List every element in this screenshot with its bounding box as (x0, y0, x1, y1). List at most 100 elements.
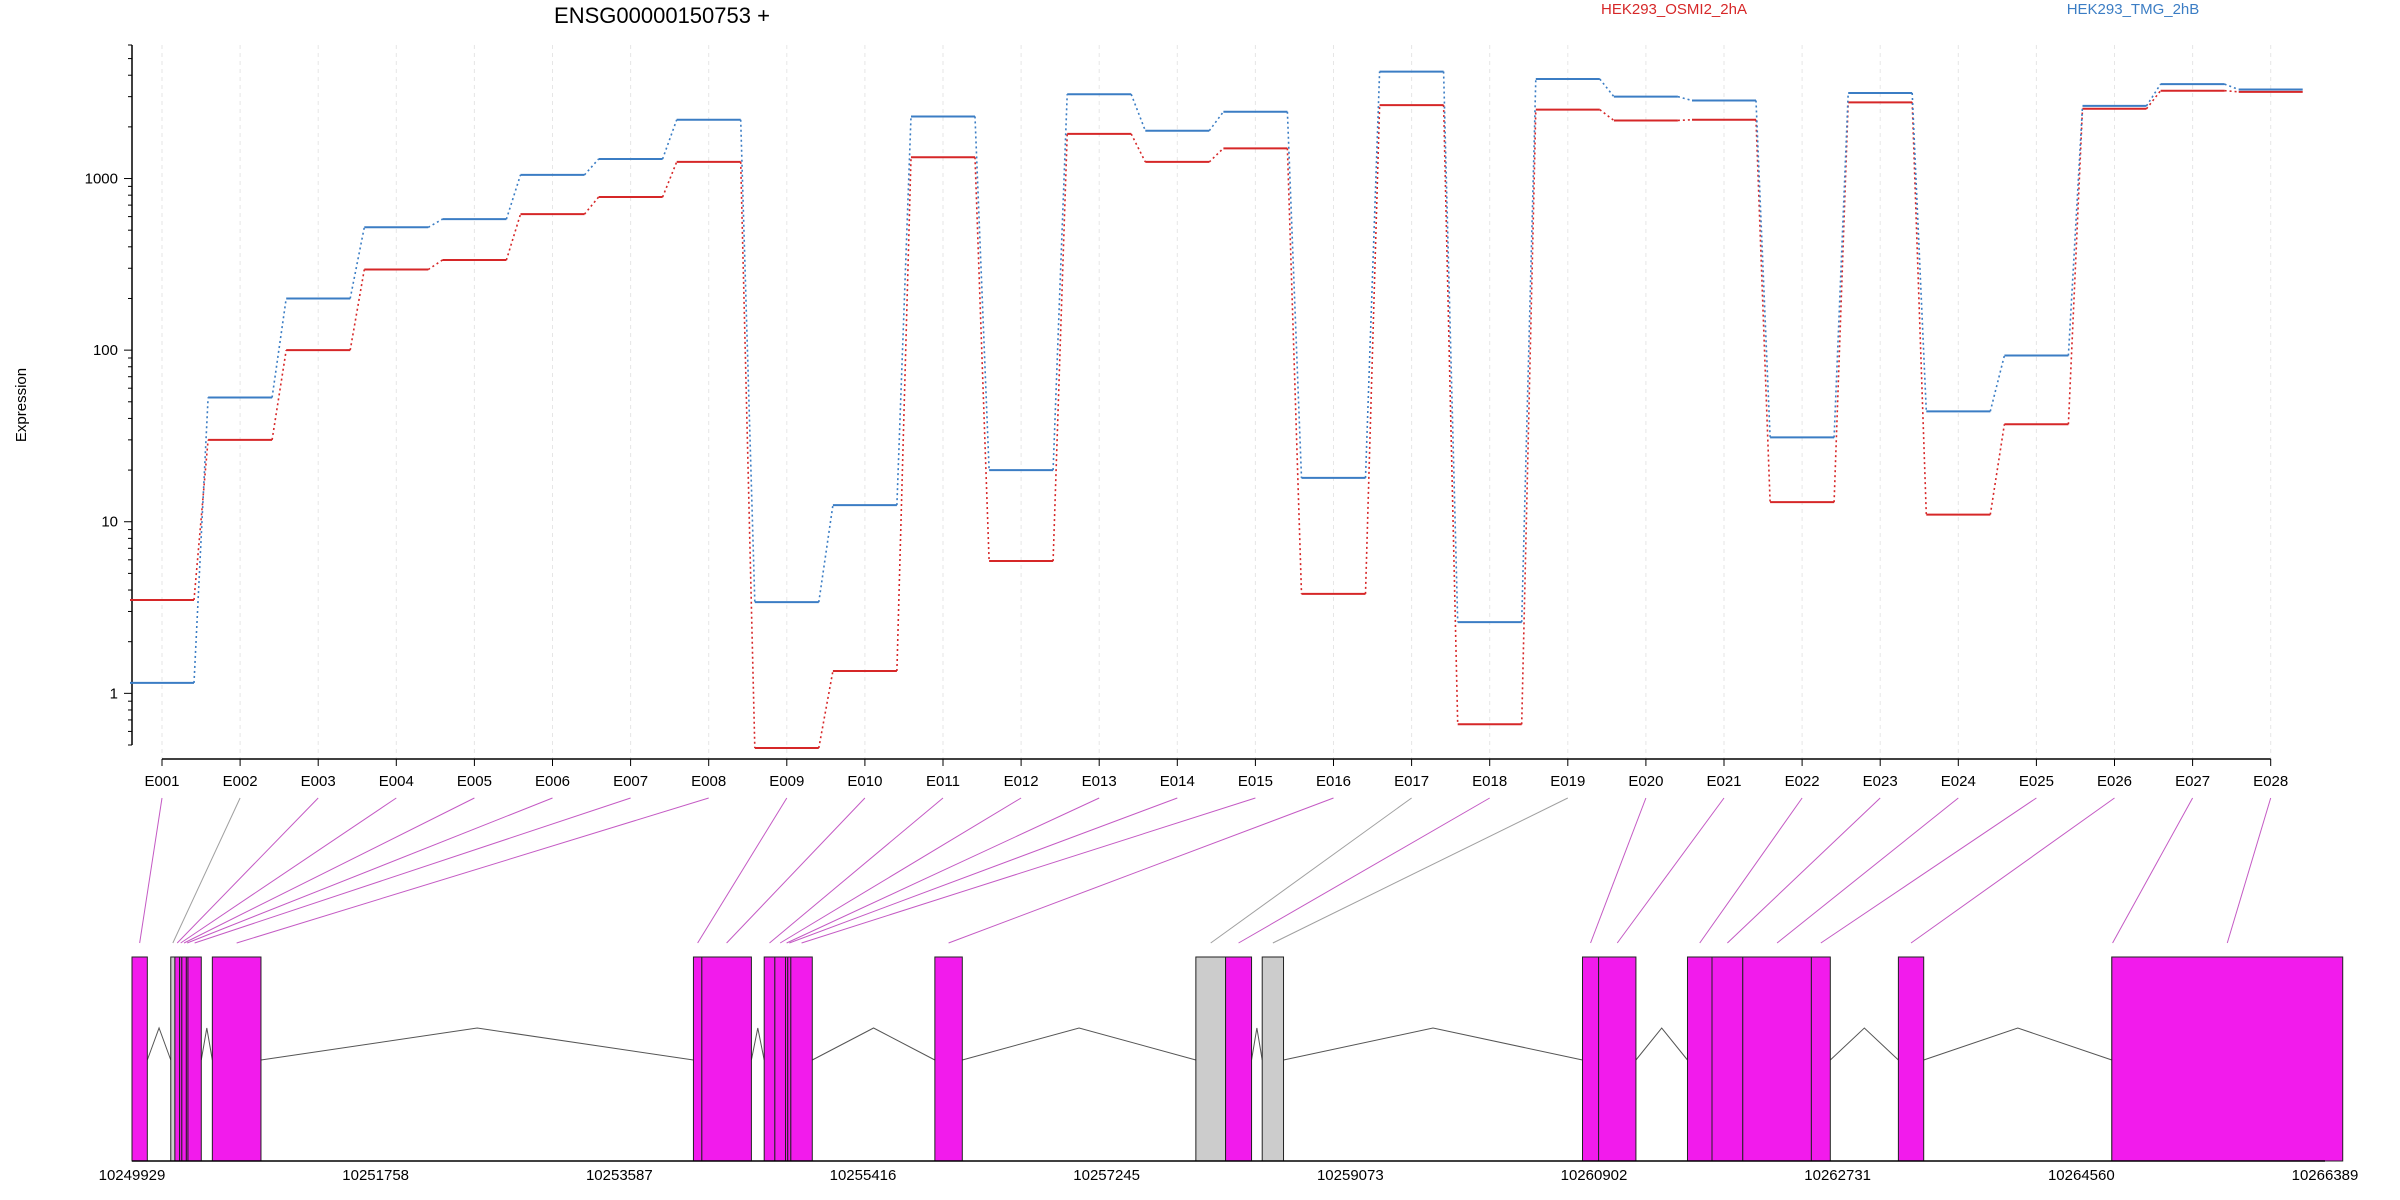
exon-box-E018 (1225, 956, 1253, 1162)
x-tick-label: E019 (1550, 773, 1585, 790)
connector-E002 (172, 797, 241, 944)
x-tick-label: E017 (1394, 773, 1429, 790)
exon-box-E008 (211, 956, 262, 1162)
series-1-link (661, 119, 678, 160)
connector-E010 (726, 797, 866, 944)
intron-line (1251, 1027, 1263, 1061)
exon-box-E025 (1810, 956, 1831, 1162)
coord-label: 10260902 (1561, 1167, 1628, 1184)
exon-connectors (139, 797, 2272, 944)
x-axis: E001 E002 E003 E004 E005 E006 E007 E008 E009 E010… (144, 758, 2288, 790)
x-tick-label: E015 (1238, 773, 1273, 790)
series-0 (130, 89, 2303, 750)
series-1-link (974, 116, 990, 471)
x-tick-label: E025 (2019, 773, 2054, 790)
series-1-link (1052, 94, 1068, 471)
series-layer (130, 70, 2303, 750)
x-tick-label: E027 (2175, 773, 2210, 790)
exon-box-E015 (790, 956, 813, 1162)
series-1-link (427, 218, 443, 228)
exon-box-E021 (1598, 956, 1637, 1162)
series-1-link (2224, 83, 2239, 91)
connector-E011 (769, 797, 944, 944)
series-0-link (271, 350, 287, 440)
genomic-coordinate-axis: 10249929 10251758 10253587 10255416 10257245… (99, 1160, 2358, 1184)
series-0-link (1286, 148, 1303, 594)
x-tick-label: E020 (1628, 773, 1663, 790)
connector-E006 (186, 797, 553, 944)
x-tick-label: E009 (769, 773, 804, 790)
intron-line (750, 1027, 765, 1061)
exon-box-E001 (131, 956, 148, 1162)
series-1-link (1286, 111, 1303, 478)
connector-E027 (2112, 797, 2194, 944)
series-0-link (1208, 147, 1224, 163)
exon-box-E002 (170, 956, 176, 1162)
series-0-link (427, 259, 443, 271)
exon-box-E010 (701, 956, 752, 1162)
connector-E018 (1238, 797, 1490, 944)
connector-E007 (194, 797, 631, 944)
series-1-link (349, 227, 366, 299)
x-tick-label: E003 (301, 773, 336, 790)
connector-E019 (1272, 797, 1569, 944)
x-tick-label: E005 (457, 773, 492, 790)
series-1-link (1911, 92, 1928, 412)
exon-box-E019 (1261, 956, 1285, 1162)
series-1-link (1755, 100, 1771, 438)
y-tick-label: 1000 (85, 171, 118, 188)
series-0-link (1130, 133, 1147, 163)
connector-E015 (801, 797, 1256, 944)
coord-label: 10262731 (1804, 1167, 1871, 1184)
series-1-link (1364, 71, 1381, 478)
y-axis-label: Expression (13, 368, 30, 442)
connector-E017 (1210, 797, 1412, 944)
connector-E014 (789, 797, 1178, 944)
series-1-link (1989, 355, 2006, 412)
connector-E026 (1910, 797, 2115, 944)
series-0-link (349, 269, 366, 351)
connector-E009 (697, 797, 788, 944)
series-1-link (1599, 78, 1615, 98)
exon-box-E009 (692, 956, 703, 1162)
coord-label: 10253587 (586, 1167, 653, 1184)
series-0-link (1520, 109, 1537, 725)
x-tick-label: E021 (1706, 773, 1741, 790)
x-tick-label: E014 (1160, 773, 1195, 790)
intron-line (260, 1027, 694, 1061)
grid-lines (161, 45, 2272, 759)
exon-box-E011 (763, 956, 776, 1162)
x-tick-label: E013 (1082, 773, 1117, 790)
series-1-link (1833, 92, 1849, 438)
coord-label: 10251758 (342, 1167, 409, 1184)
series-1-link (583, 158, 600, 176)
x-tick-label: E023 (1863, 773, 1898, 790)
connector-E022 (1699, 797, 1803, 944)
series-1-link (2145, 83, 2162, 107)
series-0-link (661, 161, 678, 198)
y-axis: 1 10 100 1000 (85, 44, 133, 746)
series-0-link (2224, 89, 2239, 93)
connector-E028 (2226, 797, 2272, 944)
legend-entry-series-0: HEK293_OSMI2_2hA (1601, 1, 1747, 18)
series-0-link (974, 157, 990, 562)
series-0-link (583, 196, 600, 215)
coord-label: 10255416 (830, 1167, 897, 1184)
exon-box-E028 (2111, 956, 2344, 1162)
exon-box-E022 (1686, 956, 1713, 1162)
x-tick-label: E004 (379, 773, 414, 790)
x-tick-label: E002 (223, 773, 258, 790)
connector-E008 (236, 797, 709, 944)
x-tick-label: E016 (1316, 773, 1351, 790)
intron-line (200, 1027, 213, 1061)
series-1-link (1130, 93, 1147, 131)
series-1-link (1208, 111, 1225, 132)
series-0-link (1599, 109, 1615, 122)
x-tick-label: E006 (535, 773, 570, 790)
gene-model (131, 956, 2344, 1162)
x-tick-label: E008 (691, 773, 726, 790)
exon-box-E012 (774, 956, 787, 1162)
exon-box-E023 (1711, 956, 1744, 1162)
intron-line (146, 1026, 172, 1061)
exon-box-E016 (934, 956, 963, 1162)
